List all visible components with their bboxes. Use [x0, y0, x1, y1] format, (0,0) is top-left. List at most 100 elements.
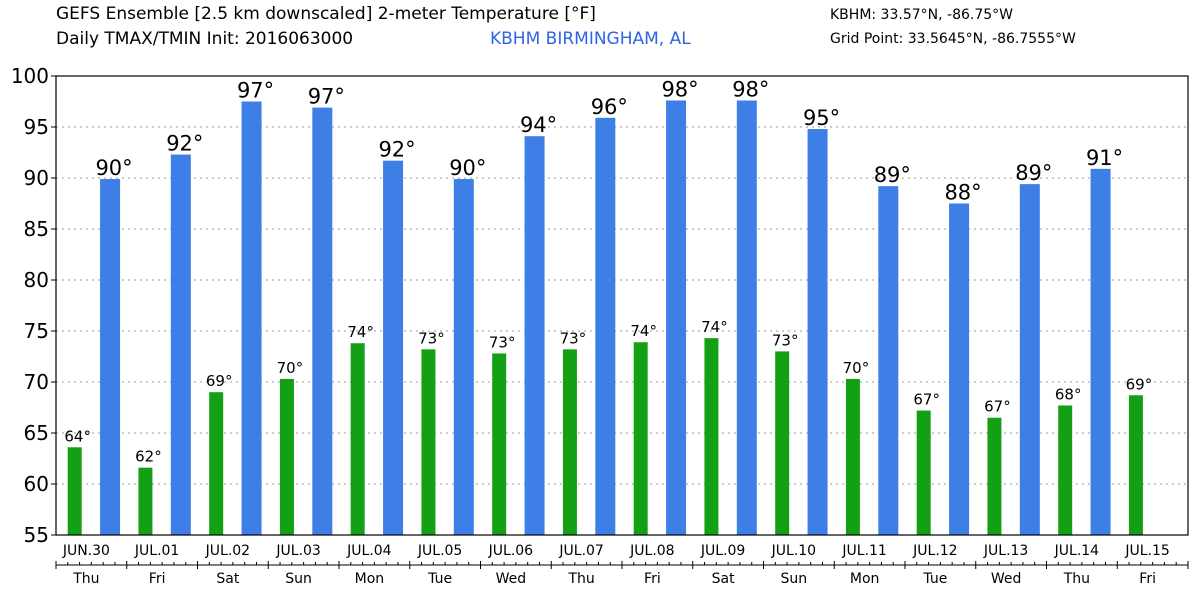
tmax-value-label: 92° [166, 132, 203, 156]
chart-subtitle: Daily TMAX/TMIN Init: 2016063000 [56, 29, 354, 49]
tmax-bar [878, 186, 899, 535]
x-date-label: JUL.13 [983, 543, 1028, 559]
tmax-value-label: 97° [237, 79, 274, 103]
tmin-bar [704, 338, 719, 535]
tmin-value-label: 67° [984, 398, 1011, 416]
tmax-value-label: 88° [944, 181, 981, 205]
x-day-label: Wed [496, 571, 527, 587]
x-day-label: Sat [216, 571, 239, 587]
tmin-value-label: 69° [206, 372, 233, 390]
x-day-label: Mon [850, 571, 880, 587]
y-tick-label: 100 [11, 64, 49, 88]
x-day-label: Tue [922, 571, 947, 587]
tmax-value-label: 97° [308, 85, 345, 109]
tmax-bar [170, 154, 191, 536]
tmin-bar [775, 351, 790, 535]
tmax-bar [595, 117, 616, 535]
x-date-label: JUL.02 [205, 543, 250, 559]
x-date-label: JUL.15 [1124, 543, 1169, 559]
tmin-bar [633, 342, 648, 535]
y-tick-label: 75 [24, 319, 49, 343]
tmin-bar [138, 467, 153, 535]
tmin-value-label: 73° [772, 331, 799, 349]
tmax-bar [100, 179, 121, 535]
x-date-label: JUL.12 [912, 543, 957, 559]
tmax-bar [949, 203, 970, 535]
tmax-value-label: 91° [1086, 146, 1123, 170]
tmin-bar [421, 349, 436, 535]
tmax-value-label: 98° [732, 77, 769, 101]
x-date-label: JUL.11 [841, 543, 886, 559]
tmin-bar [1128, 395, 1143, 535]
tmin-bar [209, 392, 224, 535]
tmax-value-label: 89° [874, 163, 911, 187]
tmin-value-label: 74° [630, 322, 657, 340]
tmin-bar [350, 343, 365, 535]
tmin-value-label: 64° [64, 427, 91, 445]
tmax-value-label: 89° [1015, 161, 1052, 185]
tmin-value-label: 70° [277, 359, 304, 377]
x-date-label: JUL.05 [417, 543, 462, 559]
tmax-bar [383, 160, 404, 535]
tmax-bar [1019, 184, 1040, 535]
x-day-label: Thu [72, 571, 99, 587]
tmax-value-label: 98° [661, 77, 698, 101]
tmin-value-label: 74° [347, 323, 374, 341]
y-tick-label: 85 [24, 217, 49, 241]
station-coordinates: KBHM: 33.57°N, -86.75°W [830, 7, 1013, 23]
tmax-value-label: 94° [520, 113, 557, 137]
x-day-label: Thu [567, 571, 594, 587]
tmax-bar [1090, 168, 1111, 535]
x-day-label: Tue [427, 571, 452, 587]
tmin-value-label: 67° [913, 391, 940, 409]
tmin-value-label: 73° [560, 329, 587, 347]
y-tick-label: 90 [24, 166, 49, 190]
tmax-bar [807, 129, 828, 536]
y-tick-label: 95 [24, 115, 49, 139]
tmin-bar [987, 417, 1002, 535]
tmax-bar [241, 101, 262, 535]
x-date-label: JUL.10 [771, 543, 816, 559]
tmax-value-label: 90° [449, 156, 486, 180]
x-day-label: Fri [1139, 571, 1156, 587]
x-date-label: JUL.01 [134, 543, 179, 559]
x-date-label: JUN.30 [62, 543, 110, 559]
x-date-label: JUL.04 [346, 543, 392, 559]
tmax-value-label: 92° [378, 138, 415, 162]
grid-point-coordinates: Grid Point: 33.5645°N, -86.7555°W [830, 31, 1076, 47]
tmax-bar [666, 100, 687, 535]
x-date-label: JUL.07 [558, 543, 603, 559]
tmax-value-label: 96° [591, 95, 628, 119]
tmin-bar [562, 349, 577, 535]
x-day-label: Fri [149, 571, 166, 587]
tmin-value-label: 69° [1126, 375, 1153, 393]
x-day-label: Wed [991, 571, 1022, 587]
tmax-bar [736, 100, 757, 535]
tmin-value-label: 70° [843, 359, 870, 377]
y-tick-label: 55 [24, 523, 49, 547]
y-tick-label: 80 [24, 268, 49, 292]
x-date-label: JUL.14 [1054, 543, 1100, 559]
tmax-bar [312, 107, 333, 536]
tmin-bar [1058, 405, 1073, 535]
x-day-label: Sat [712, 571, 735, 587]
x-day-label: Fri [644, 571, 661, 587]
tmax-value-label: 95° [803, 106, 840, 130]
tmin-value-label: 68° [1055, 385, 1082, 403]
y-tick-label: 60 [24, 472, 49, 496]
chart-title: GEFS Ensemble [2.5 km downscaled] 2-mete… [56, 4, 596, 24]
x-date-label: JUL.03 [275, 543, 320, 559]
x-date-label: JUL.06 [488, 543, 534, 559]
x-day-label: Mon [355, 571, 385, 587]
x-day-label: Sun [781, 571, 808, 587]
station-name: KBHM BIRMINGHAM, AL [490, 29, 691, 49]
y-tick-label: 70 [24, 370, 49, 394]
tmin-value-label: 62° [135, 448, 162, 466]
x-day-label: Sun [285, 571, 312, 587]
tmax-bar [524, 136, 545, 535]
y-tick-label: 65 [24, 421, 49, 445]
x-date-label: JUL.08 [629, 543, 674, 559]
tmin-bar [279, 378, 294, 535]
tmin-value-label: 73° [489, 333, 516, 351]
